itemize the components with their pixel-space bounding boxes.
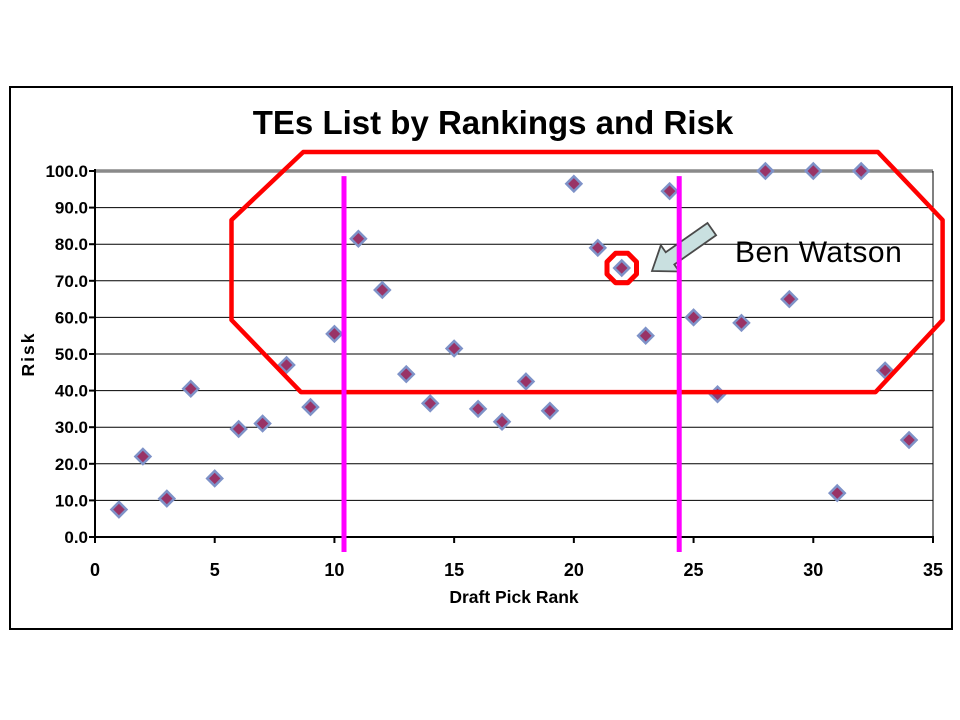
y-tick-label: 60.0 bbox=[55, 308, 88, 327]
x-tick-label: 25 bbox=[684, 560, 704, 580]
plot-borders-layer bbox=[95, 169, 934, 537]
highlight-label: Ben Watson bbox=[735, 236, 902, 269]
y-tick-label: 70.0 bbox=[55, 272, 88, 291]
data-point bbox=[660, 181, 679, 201]
data-point bbox=[636, 326, 655, 345]
x-tick-label: 10 bbox=[324, 560, 344, 580]
data-point bbox=[205, 469, 224, 488]
y-tick-label: 40.0 bbox=[55, 382, 88, 401]
divider-lines-layer bbox=[341, 176, 682, 553]
chart-frame bbox=[9, 86, 953, 630]
data-point bbox=[780, 289, 799, 309]
data-point bbox=[899, 430, 919, 450]
highlight-ring-layer bbox=[604, 250, 639, 286]
x-tick-label: 30 bbox=[803, 560, 823, 580]
data-point bbox=[157, 489, 177, 508]
data-point bbox=[349, 229, 368, 248]
y-tick-label: 0.0 bbox=[64, 528, 88, 547]
data-point bbox=[540, 401, 560, 420]
data-point bbox=[277, 355, 296, 375]
data-point bbox=[253, 414, 272, 433]
x-axis-label: Draft Pick Rank bbox=[449, 587, 579, 607]
data-point bbox=[875, 361, 895, 380]
x-tick-label: 20 bbox=[564, 560, 584, 580]
data-point bbox=[756, 161, 775, 181]
data-point bbox=[827, 483, 847, 503]
gridlines-layer bbox=[95, 207, 933, 501]
data-point bbox=[468, 399, 488, 419]
data-point bbox=[516, 372, 536, 391]
data-point bbox=[396, 364, 416, 384]
data-point bbox=[612, 258, 632, 278]
x-tick-label: 35 bbox=[923, 560, 943, 580]
data-point bbox=[492, 412, 512, 431]
y-tick-label: 30.0 bbox=[55, 418, 88, 437]
x-tick-label: 15 bbox=[444, 560, 464, 580]
data-point bbox=[133, 447, 153, 466]
data-point bbox=[564, 174, 584, 194]
data-point bbox=[732, 313, 751, 333]
region-outline bbox=[229, 149, 945, 395]
data-point bbox=[420, 394, 440, 413]
chart-title: TEs List by Rankings and Risk bbox=[253, 104, 734, 141]
region-outline-layer bbox=[229, 149, 945, 395]
data-point bbox=[588, 238, 608, 258]
data-point bbox=[229, 419, 248, 439]
data-point bbox=[684, 308, 703, 327]
y-tick-label: 90.0 bbox=[55, 199, 88, 218]
y-tick-label: 20.0 bbox=[55, 455, 88, 474]
y-tick-label: 50.0 bbox=[55, 345, 88, 364]
data-point bbox=[804, 161, 823, 181]
data-point bbox=[109, 500, 129, 519]
data-point bbox=[181, 379, 201, 399]
data-point bbox=[851, 161, 871, 181]
axes-layer bbox=[89, 169, 934, 543]
x-tick-label: 0 bbox=[90, 560, 100, 580]
y-tick-label: 80.0 bbox=[55, 235, 88, 254]
y-tick-label: 10.0 bbox=[55, 491, 88, 510]
x-tick-label: 5 bbox=[210, 560, 220, 580]
data-point bbox=[444, 339, 464, 358]
highlight-ring bbox=[604, 250, 639, 286]
data-point bbox=[325, 324, 344, 344]
y-tick-label: 100.0 bbox=[45, 162, 88, 181]
tick-labels-layer: 0 5 10 15 20 25 30 35 0.0 10.0 20.0 30.0 40.0 50.0 60.… bbox=[45, 162, 943, 580]
data-point bbox=[373, 280, 392, 300]
y-axis-label: Risk bbox=[18, 332, 38, 377]
data-point bbox=[301, 397, 320, 417]
